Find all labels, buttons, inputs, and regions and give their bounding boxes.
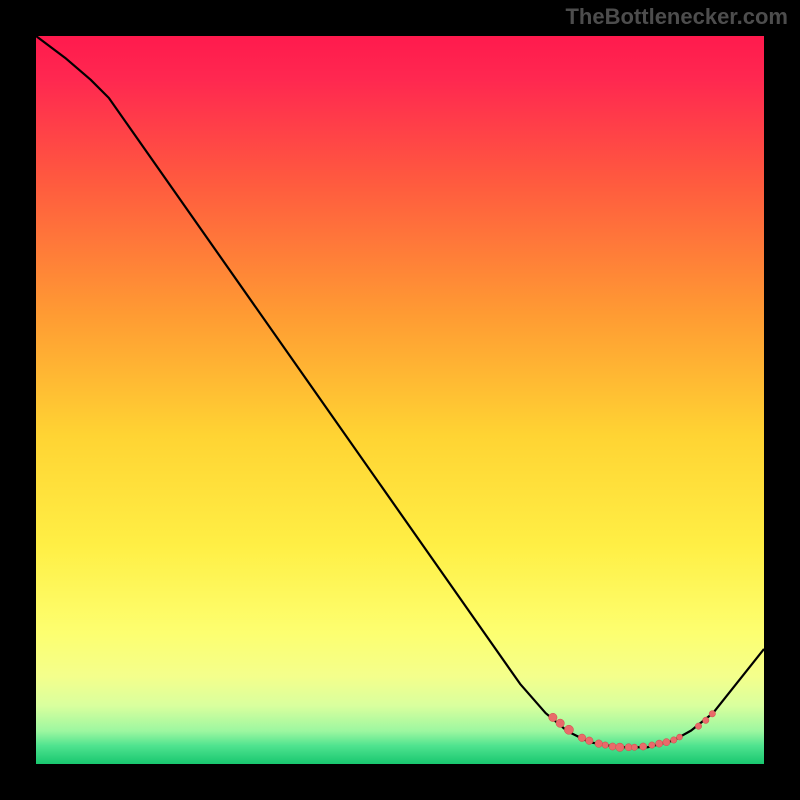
- curve-marker: [595, 740, 603, 748]
- curve-marker: [656, 740, 663, 747]
- curve-marker: [640, 743, 647, 750]
- gradient-background: [36, 36, 764, 764]
- curve-marker: [703, 717, 709, 723]
- plot-area: [36, 36, 764, 764]
- chart-svg: [36, 36, 764, 764]
- curve-marker: [649, 742, 655, 748]
- curve-marker: [677, 734, 683, 740]
- curve-marker: [631, 744, 637, 750]
- curve-marker: [616, 743, 624, 751]
- watermark-label: TheBottlenecker.com: [565, 4, 788, 30]
- curve-marker: [671, 737, 677, 743]
- curve-marker: [564, 725, 573, 734]
- curve-marker: [609, 743, 616, 750]
- curve-marker: [578, 734, 586, 742]
- curve-marker: [602, 742, 608, 748]
- curve-marker: [663, 739, 670, 746]
- chart-container: TheBottlenecker.com: [0, 0, 800, 800]
- curve-marker: [709, 711, 715, 717]
- curve-marker: [549, 713, 557, 721]
- curve-marker: [695, 723, 701, 729]
- curve-marker: [556, 719, 564, 727]
- curve-marker: [585, 737, 593, 745]
